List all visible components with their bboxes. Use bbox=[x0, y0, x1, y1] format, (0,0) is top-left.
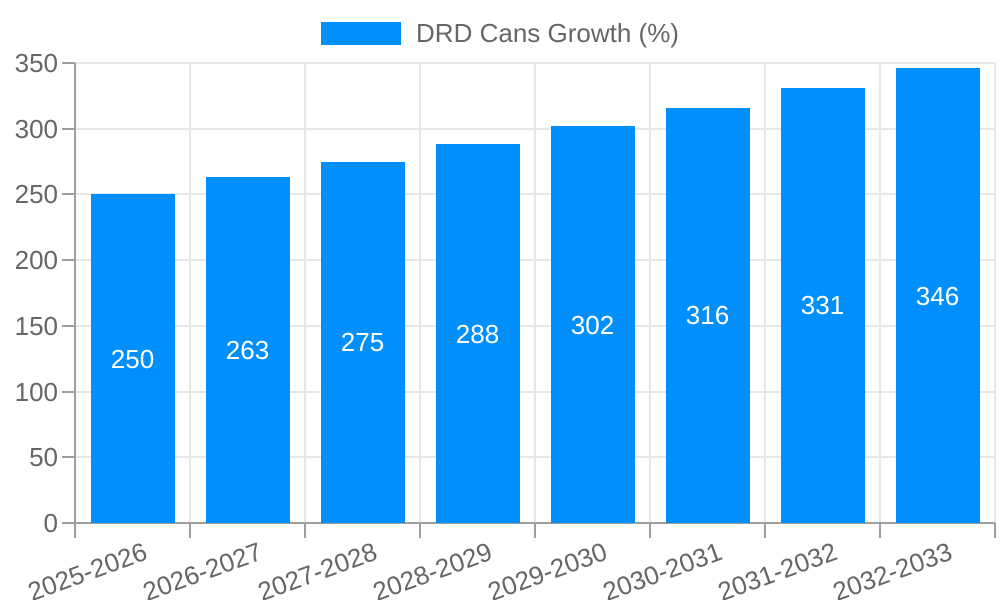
y-axis-tick bbox=[62, 522, 75, 524]
y-axis-tick-label: 100 bbox=[14, 376, 58, 407]
y-axis-tick-label: 50 bbox=[29, 442, 58, 473]
x-axis-tick bbox=[189, 523, 191, 538]
legend-swatch-icon bbox=[321, 22, 402, 45]
y-axis-line bbox=[74, 63, 76, 538]
bar-value-label: 263 bbox=[225, 335, 270, 366]
y-axis-tick-label: 150 bbox=[14, 310, 58, 341]
x-axis-line bbox=[75, 522, 995, 524]
bar-value-label: 250 bbox=[110, 343, 155, 374]
y-axis-tick-label: 300 bbox=[14, 113, 58, 144]
bar[interactable]: 316 bbox=[665, 107, 750, 523]
chart-legend: DRD Cans Growth (%) bbox=[321, 18, 679, 49]
y-axis-tick bbox=[62, 456, 75, 459]
x-axis-tick bbox=[879, 523, 881, 538]
bar[interactable]: 302 bbox=[550, 126, 635, 523]
y-axis-tick bbox=[62, 127, 75, 130]
x-axis-tick bbox=[419, 523, 421, 538]
x-axis-tick bbox=[649, 523, 651, 538]
gridline-vertical bbox=[994, 63, 996, 523]
gridline-vertical bbox=[764, 63, 766, 523]
x-axis-category-label: 2030-2031 bbox=[598, 536, 727, 600]
y-axis-tick-label: 200 bbox=[14, 245, 58, 276]
x-axis-category-label: 2028-2029 bbox=[368, 536, 497, 600]
gridline-vertical bbox=[304, 63, 306, 523]
gridline-vertical bbox=[534, 63, 536, 523]
gridline-vertical bbox=[189, 63, 191, 523]
y-axis-tick-label: 250 bbox=[14, 179, 58, 210]
x-axis-category-label: 2029-2030 bbox=[483, 536, 612, 600]
y-axis-tick bbox=[62, 390, 75, 393]
x-axis-category-label: 2031-2032 bbox=[713, 536, 842, 600]
bar-value-label: 288 bbox=[455, 318, 500, 349]
y-axis-tick-label: 350 bbox=[14, 48, 58, 78]
y-axis-tick bbox=[62, 324, 75, 327]
bar[interactable]: 263 bbox=[205, 177, 290, 523]
bar-value-label: 316 bbox=[685, 300, 730, 331]
x-axis-category-label: 2025-2026 bbox=[23, 536, 152, 600]
x-axis-category-label: 2032-2033 bbox=[828, 536, 957, 600]
gridline-vertical bbox=[649, 63, 651, 523]
gridline-vertical bbox=[879, 63, 881, 523]
x-axis-category-label: 2026-2027 bbox=[138, 536, 267, 600]
gridline-vertical bbox=[419, 63, 421, 523]
y-axis-tick bbox=[62, 259, 75, 262]
x-axis-tick bbox=[304, 523, 306, 538]
y-axis-tick-label: 0 bbox=[43, 508, 58, 538]
legend-label: DRD Cans Growth (%) bbox=[416, 18, 679, 48]
legend-item-drd-cans-growth[interactable]: DRD Cans Growth (%) bbox=[321, 18, 679, 49]
x-axis-category-label: 2027-2028 bbox=[253, 536, 382, 600]
bar-value-label: 346 bbox=[915, 280, 960, 311]
bar-value-label: 331 bbox=[800, 290, 845, 321]
y-axis-tick bbox=[62, 193, 75, 196]
bar[interactable]: 331 bbox=[780, 87, 865, 523]
bar-value-label: 275 bbox=[340, 327, 385, 358]
x-axis-tick bbox=[764, 523, 766, 538]
x-axis-tick bbox=[994, 523, 996, 538]
bar-value-label: 302 bbox=[570, 309, 615, 340]
bar[interactable]: 250 bbox=[90, 194, 175, 523]
x-axis-tick bbox=[534, 523, 536, 538]
bar[interactable]: 275 bbox=[320, 161, 405, 523]
bar[interactable]: 288 bbox=[435, 144, 520, 523]
y-axis-tick bbox=[62, 62, 75, 64]
bar[interactable]: 346 bbox=[895, 68, 980, 523]
